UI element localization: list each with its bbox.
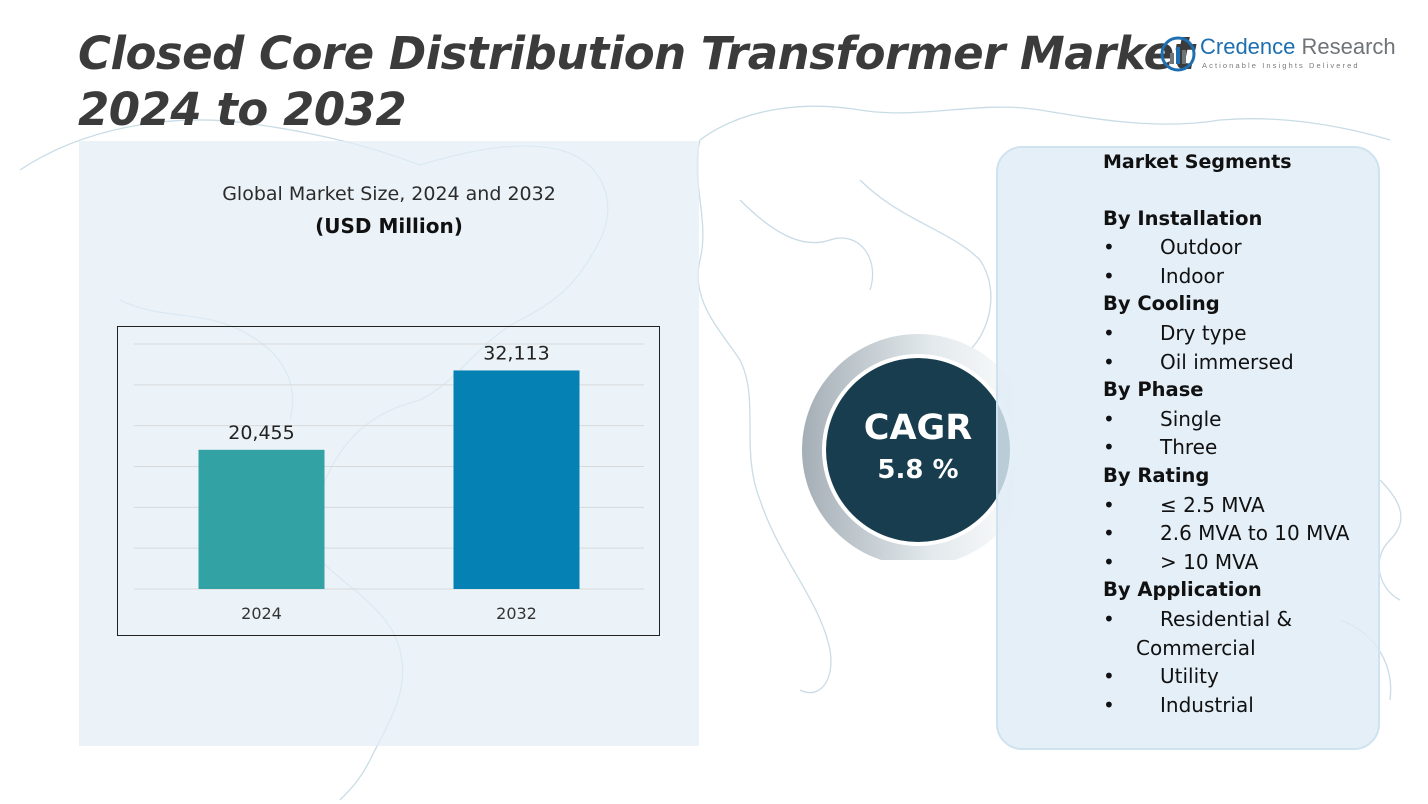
segment-item: • Utility (1103, 662, 1365, 691)
logo-brand: Credence (1200, 34, 1296, 59)
segment-item-label: Single (1160, 406, 1222, 431)
logo-name: Research (1295, 34, 1396, 59)
segment-heading: By Installation (1103, 206, 1263, 230)
segment-item: • ≤ 2.5 MVA (1103, 491, 1365, 520)
bullet-icon: • (1103, 664, 1115, 689)
segment-heading: By Phase (1103, 378, 1204, 402)
cagr-value: 5.8 % (877, 455, 959, 485)
bullet-icon: • (1103, 263, 1115, 288)
bullet-icon: • (1103, 492, 1115, 517)
market-segments-list: Market Segments By Installation • Outdoor •… (1103, 148, 1365, 719)
chart-title: Global Market Size, 2024 and 2032 (222, 183, 556, 205)
bullet-icon: • (1103, 549, 1115, 574)
segment-item-label: Oil immersed (1160, 349, 1294, 374)
data-label-2024: 20,455 (228, 422, 294, 444)
segment-item-label: > 10 MVA (1160, 549, 1259, 574)
segment-item-label: ≤ 2.5 MVA (1160, 492, 1265, 517)
segment-item-label: Three (1160, 435, 1218, 460)
segment-item: • > 10 MVA (1103, 548, 1365, 577)
data-label-2032: 32,113 (483, 342, 549, 364)
bar-chart: 20,455 2024 32,113 2032 (134, 342, 644, 623)
cagr-label: CAGR (863, 408, 973, 448)
bar-2032 (453, 370, 580, 589)
bullet-icon: • (1103, 320, 1115, 345)
page-title: Closed Core Distribution Transformer Mar… (78, 26, 1195, 138)
segment-item-label: Industrial (1160, 692, 1254, 717)
market-segments-panel (996, 146, 1380, 750)
segment-item-label: Outdoor (1160, 235, 1242, 260)
segment-item: • 2.6 MVA to 10 MVA (1103, 519, 1365, 548)
segment-item: • Residential & Commercial (1103, 605, 1365, 662)
cagr-ring (802, 334, 1014, 560)
chart-panel (79, 141, 699, 746)
segment-item-label: Utility (1160, 664, 1219, 689)
segment-item-label: Residential & Commercial (1136, 606, 1293, 660)
bullet-icon: • (1103, 406, 1115, 431)
segment-heading: By Rating (1103, 463, 1210, 487)
bar-chart-circle-icon (1160, 36, 1196, 72)
cagr-circle (826, 358, 1010, 542)
segment-item: • Single (1103, 405, 1365, 434)
bullet-icon: • (1103, 235, 1115, 260)
logo-text: Credence Research (1200, 34, 1396, 60)
x-tick-label-2024: 2024 (241, 604, 282, 623)
credence-research-logo: Credence Research Actionable Insights De… (1160, 34, 1396, 78)
segment-item: • Three (1103, 433, 1365, 462)
segment-item: • Outdoor (1103, 233, 1365, 262)
segments-title: Market Segments (1103, 151, 1292, 173)
segment-item: • Industrial (1103, 691, 1365, 720)
segment-item-label: 2.6 MVA to 10 MVA (1160, 521, 1350, 546)
segment-item: • Indoor (1103, 262, 1365, 291)
segment-item-label: Indoor (1160, 263, 1224, 288)
bullet-icon: • (1103, 349, 1115, 374)
bullet-icon: • (1103, 521, 1115, 546)
bullet-icon: • (1103, 435, 1115, 460)
bar-2024 (198, 449, 325, 589)
chart-frame (117, 326, 660, 636)
bullet-icon: • (1103, 692, 1115, 717)
segment-item: • Dry type (1103, 319, 1365, 348)
segment-item-label: Dry type (1160, 320, 1247, 345)
x-tick-label-2032: 2032 (496, 604, 537, 623)
chart-unit-label: (USD Million) (315, 214, 463, 238)
segment-heading: By Application (1103, 578, 1262, 602)
title-line-2: 2024 to 2032 (78, 83, 407, 136)
segment-item: • Oil immersed (1103, 348, 1365, 377)
title-line-1: Closed Core Distribution Transformer Mar… (78, 27, 1195, 80)
logo-tagline: Actionable Insights Delivered (1202, 61, 1360, 70)
bullet-icon: • (1103, 606, 1115, 631)
segment-heading: By Cooling (1103, 292, 1220, 316)
